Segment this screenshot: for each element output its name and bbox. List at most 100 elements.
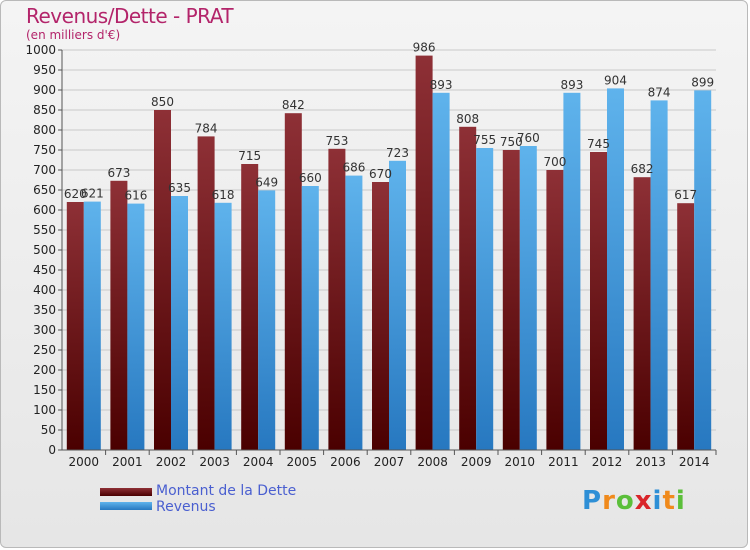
bar-debt <box>110 180 128 451</box>
data-label-debt: 750 <box>500 135 523 149</box>
y-tick-label: 400 <box>33 283 56 297</box>
bar-revenus <box>432 92 450 451</box>
legend-label-debt: Montant de la Dette <box>156 483 297 499</box>
data-label-debt: 617 <box>674 188 697 202</box>
bar-debt <box>197 136 215 450</box>
y-tick-label: 900 <box>33 83 56 97</box>
y-tick-label: 250 <box>33 343 56 357</box>
bar-revenus <box>127 203 145 450</box>
data-label-debt: 700 <box>543 155 566 169</box>
bar-debt <box>633 177 651 450</box>
y-tick-label: 450 <box>33 263 56 277</box>
data-label-revenus: 686 <box>342 161 365 175</box>
logo-letter: i <box>675 486 686 516</box>
x-tick-label: 2005 <box>287 455 318 469</box>
data-label-revenus: 893 <box>560 78 583 92</box>
bar-revenus <box>563 92 581 451</box>
data-label-debt: 850 <box>151 95 174 109</box>
x-tick-label: 2004 <box>243 455 274 469</box>
y-tick-label: 650 <box>33 183 56 197</box>
bar-revenus <box>519 146 537 450</box>
y-tick-label: 150 <box>33 383 56 397</box>
logo-letter: t <box>662 486 676 516</box>
y-tick-label: 50 <box>41 423 56 437</box>
y-tick-label: 950 <box>33 63 56 77</box>
y-tick-label: 1000 <box>25 43 56 57</box>
x-tick-label: 2012 <box>592 455 623 469</box>
bar-revenus <box>694 90 712 451</box>
data-label-revenus: 618 <box>212 188 235 202</box>
bar-debt <box>590 152 607 450</box>
bar-debt <box>677 203 695 450</box>
data-label-debt: 620 <box>64 187 87 201</box>
x-tick-label: 2011 <box>548 455 579 469</box>
logo-letter: r <box>602 486 616 516</box>
y-tick-label: 700 <box>33 163 56 177</box>
data-label-debt: 753 <box>325 134 348 148</box>
y-tick-label: 600 <box>33 203 56 217</box>
y-tick-label: 550 <box>33 223 56 237</box>
legend-swatch-revenus <box>100 502 152 510</box>
x-tick-label: 2003 <box>199 455 230 469</box>
x-tick-label: 2000 <box>69 455 100 469</box>
chart-subtitle: (en milliers d'€) <box>26 28 121 42</box>
bar-debt <box>66 202 84 450</box>
y-tick-label: 350 <box>33 303 56 317</box>
bar-revenus <box>214 202 232 450</box>
bar-revenus <box>258 190 276 450</box>
y-tick-label: 200 <box>33 363 56 377</box>
bar-revenus <box>607 88 624 451</box>
bars <box>66 55 712 451</box>
logo-letter: x <box>634 486 653 516</box>
y-tick-label: 500 <box>33 243 56 257</box>
data-label-revenus: 723 <box>386 146 409 160</box>
bar-debt <box>372 182 389 450</box>
data-label-revenus: 760 <box>517 131 540 145</box>
x-tick-label: 2013 <box>635 455 666 469</box>
bar-revenus <box>83 201 101 450</box>
x-tick-label: 2008 <box>417 455 448 469</box>
y-tick-label: 300 <box>33 323 56 337</box>
data-label-revenus: 904 <box>604 73 627 87</box>
y-tick-label: 750 <box>33 143 56 157</box>
bar-debt <box>284 113 302 450</box>
data-label-revenus: 660 <box>299 171 322 185</box>
data-label-debt: 715 <box>238 149 261 163</box>
data-label-debt: 808 <box>456 112 479 126</box>
data-label-debt: 784 <box>195 121 218 135</box>
x-tick-label: 2014 <box>679 455 710 469</box>
bar-revenus <box>171 196 188 450</box>
proxiti-logo: Proxiti <box>582 486 686 516</box>
logo-letter: P <box>582 486 603 516</box>
legend-label-revenus: Revenus <box>156 499 216 515</box>
bar-revenus <box>650 100 668 451</box>
y-tick-label: 100 <box>33 403 56 417</box>
bar-debt <box>459 126 477 451</box>
data-label-debt: 670 <box>369 167 392 181</box>
axes: 0 50 100 150 200 250 300 350 400 450 500 550 600 650 7… <box>25 43 717 469</box>
bar-revenus <box>301 186 319 450</box>
data-label-debt: 986 <box>413 41 436 55</box>
chart-title: Revenus/Dette - PRAT <box>26 4 234 28</box>
x-tick-label: 2001 <box>112 455 143 469</box>
x-tick-label: 2010 <box>505 455 536 469</box>
bar-revenus <box>389 160 406 451</box>
bar-debt <box>328 148 346 451</box>
bar-debt <box>502 150 520 450</box>
legend-swatch-debt <box>100 488 152 496</box>
y-tick-label: 0 <box>48 443 56 457</box>
data-label-revenus: 893 <box>430 78 453 92</box>
data-label-revenus: 635 <box>168 181 191 195</box>
logo-letter: i <box>652 486 663 516</box>
bar-revenus <box>345 175 363 450</box>
data-label-debt: 673 <box>107 166 130 180</box>
bar-debt <box>154 110 171 450</box>
x-tick-label: 2006 <box>330 455 361 469</box>
bar-revenus <box>476 148 494 450</box>
data-label-debt: 745 <box>587 137 610 151</box>
bar-debt <box>415 55 433 450</box>
data-label-revenus: 621 <box>81 187 104 201</box>
data-label-debt: 682 <box>631 162 654 176</box>
y-tick-label: 850 <box>33 103 56 117</box>
